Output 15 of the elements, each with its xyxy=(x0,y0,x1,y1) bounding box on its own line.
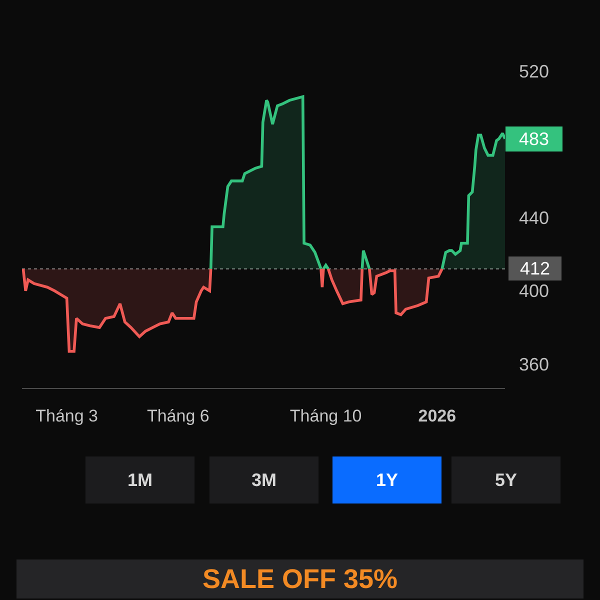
y-tick-label: 520 xyxy=(519,61,550,82)
x-tick-label: Tháng 10 xyxy=(290,406,362,426)
annotation: 483 xyxy=(518,129,550,149)
text: 1M xyxy=(127,470,153,490)
x-tick-label: 2026 xyxy=(418,406,456,426)
y-tick-label: 360 xyxy=(519,354,550,374)
text: 3M xyxy=(251,470,277,490)
text: 1Y xyxy=(376,470,398,490)
text: SALE OFF 35% xyxy=(202,564,398,594)
x-tick-label: Tháng 6 xyxy=(146,406,210,426)
y-tick-label: 440 xyxy=(519,208,550,228)
ref-line-label: 412 xyxy=(520,258,550,278)
y-tick-label: 400 xyxy=(519,281,550,302)
x-tick-label: Tháng 3 xyxy=(36,406,98,426)
text: 5Y xyxy=(494,470,518,490)
